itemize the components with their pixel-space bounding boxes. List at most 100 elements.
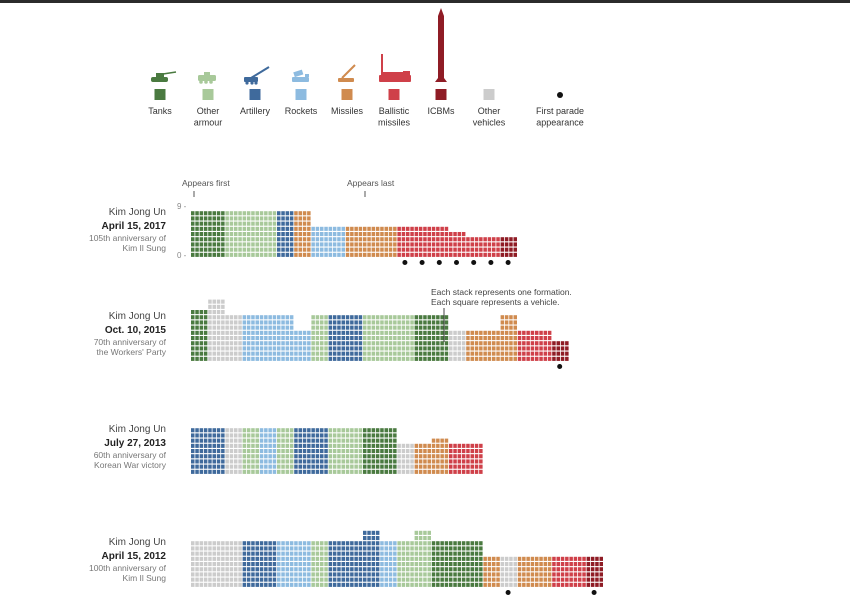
vehicle-square (556, 577, 560, 582)
vehicle-square (272, 449, 277, 454)
vehicle-square (470, 336, 474, 341)
vehicle-square (371, 237, 376, 242)
vehicle-square (363, 351, 367, 356)
vehicle-square (513, 582, 517, 587)
vehicle-square (539, 336, 543, 341)
vehicle-square (203, 232, 208, 237)
vehicle-square (285, 572, 290, 577)
vehicle-square (492, 252, 496, 257)
vehicle-square (242, 449, 247, 454)
vehicle-square (492, 351, 496, 356)
vehicle-square (453, 546, 457, 551)
vehicle-square (599, 577, 603, 582)
vehicle-square (397, 469, 401, 474)
vehicle-square (513, 346, 517, 351)
vehicle-square (285, 315, 290, 320)
vehicle-square (341, 577, 345, 582)
vehicle-square (337, 351, 341, 356)
vehicle-square (436, 325, 440, 330)
vehicle-square (272, 247, 277, 252)
vehicle-square (328, 237, 333, 242)
vehicle-square (246, 237, 251, 242)
vehicle-square (539, 356, 543, 361)
vehicle-square (560, 341, 565, 346)
vehicle-square (242, 232, 247, 237)
vehicle-square (573, 572, 578, 577)
formation-stack (191, 541, 208, 587)
vehicle-square (328, 551, 333, 556)
vehicle-square (203, 541, 208, 546)
vehicle-square (461, 330, 466, 335)
vehicle-square (453, 346, 457, 351)
vehicle-square (410, 443, 414, 448)
vehicle-square (380, 454, 384, 459)
vehicle-square (298, 351, 302, 356)
vehicle-square (259, 562, 264, 567)
parade-occasion: 60th anniversary of (94, 450, 167, 460)
vehicle-square (311, 449, 315, 454)
vehicle-square (225, 325, 229, 330)
vehicle-square (320, 556, 324, 561)
vehicle-square (264, 567, 268, 572)
vehicle-square (255, 582, 259, 587)
vehicle-square (474, 252, 479, 257)
vehicle-square (229, 221, 234, 226)
vehicle-square (358, 546, 363, 551)
vehicle-square (264, 469, 268, 474)
vehicle-square (191, 454, 195, 459)
vehicle-square (582, 577, 586, 582)
vehicle-square (431, 247, 436, 252)
vehicle-square (565, 567, 569, 572)
formation-stack (259, 211, 277, 257)
vehicle-square (487, 247, 492, 252)
vehicle-square (285, 247, 290, 252)
vehicle-square (242, 320, 247, 325)
vehicle-square (418, 556, 423, 561)
vehicle-square (410, 346, 414, 351)
vehicle-square (406, 556, 410, 561)
vehicle-square (315, 464, 320, 469)
vehicle-square (285, 341, 290, 346)
vehicle-square (251, 336, 255, 341)
vehicle-square (203, 247, 208, 252)
vehicle-square (320, 562, 324, 567)
vehicle-square (461, 449, 466, 454)
vehicle-square (423, 247, 427, 252)
vehicle-square (358, 438, 363, 443)
vehicle-square (414, 242, 419, 247)
vehicle-square (406, 315, 410, 320)
vehicle-square (418, 336, 423, 341)
vehicle-square (358, 443, 363, 448)
vehicle-square (294, 433, 298, 438)
vehicle-square (191, 346, 195, 351)
vehicle-square (414, 536, 419, 541)
vehicle-square (272, 567, 277, 572)
vehicle-square (255, 459, 259, 464)
vehicle-square (341, 325, 345, 330)
vehicle-square (225, 252, 229, 257)
vehicle-square (367, 464, 371, 469)
vehicle-square (427, 247, 431, 252)
formation-stack (500, 237, 517, 265)
vehicle-square (535, 562, 539, 567)
vehicle-square (354, 226, 358, 231)
vehicle-square (380, 428, 384, 433)
vehicle-square (298, 546, 302, 551)
vehicle-square (401, 341, 406, 346)
vehicle-square (229, 341, 234, 346)
vehicle-square (191, 341, 195, 346)
vehicle-square (418, 242, 423, 247)
formation-stack (259, 315, 277, 361)
vehicle-square (285, 325, 290, 330)
vehicle-square (565, 356, 569, 361)
vehicle-square (259, 464, 264, 469)
vehicle-square (457, 464, 462, 469)
vehicle-square (229, 469, 234, 474)
vehicle-square (277, 325, 281, 330)
vehicle-square (380, 242, 384, 247)
vehicle-square (457, 582, 462, 587)
top-border (0, 0, 850, 3)
vehicle-square (401, 242, 406, 247)
vehicle-square (212, 567, 216, 572)
vehicle-square (535, 582, 539, 587)
